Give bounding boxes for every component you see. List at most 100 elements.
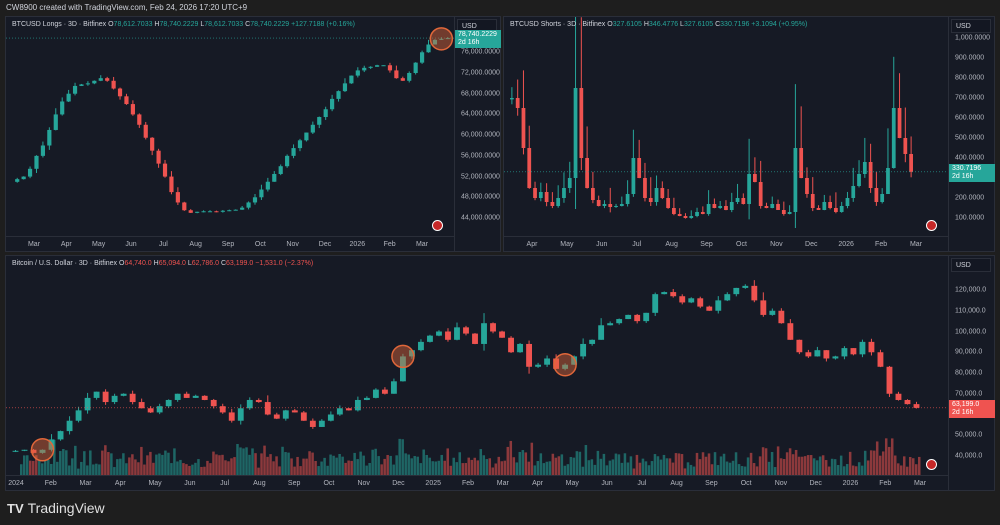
currency-button[interactable]: USD	[951, 19, 991, 33]
candle	[143, 124, 148, 138]
volume-bar	[869, 450, 873, 475]
volume-bar	[452, 457, 455, 475]
volume-bar	[677, 453, 681, 475]
volume-bar	[356, 459, 359, 475]
candle	[285, 155, 290, 167]
volume-bar	[89, 450, 92, 475]
volume-bar	[653, 454, 657, 475]
volume-bar	[221, 454, 224, 475]
time-axis[interactable]: Apr May Jun Jul Aug Sep Oct Nov Dec 2026 Feb Mar	[504, 236, 948, 251]
volume-bar	[752, 463, 756, 475]
candles-plot[interactable]	[6, 256, 948, 475]
candle	[598, 325, 605, 340]
price-axis[interactable]: USD 120,000.0 110,000.0 100,000.0 90,000.0 80…	[948, 256, 995, 490]
time-tick: Nov	[774, 480, 788, 487]
volume-bar	[335, 457, 338, 475]
candle	[778, 310, 785, 324]
us-flag-event-icon[interactable]	[926, 220, 937, 231]
time-tick: Feb	[461, 480, 475, 487]
candle	[138, 402, 145, 409]
candle	[47, 129, 52, 146]
price-tick: 72,000.0000	[461, 69, 500, 77]
candle	[237, 408, 244, 421]
volume-bar	[338, 453, 341, 475]
candle	[715, 300, 722, 311]
symbol-title[interactable]: BTCUSD Longs · 3D · Bitfinex	[12, 21, 109, 28]
tv-logo-icon: TV	[7, 500, 24, 516]
bar-countdown: 2d 16h	[952, 172, 974, 180]
volume-bar	[233, 457, 236, 475]
candle	[868, 341, 875, 353]
volume-bar	[734, 452, 738, 475]
volume-bar	[83, 451, 86, 475]
candle	[156, 406, 163, 413]
candle	[362, 67, 367, 71]
candle	[300, 412, 307, 421]
volume-bar	[68, 465, 71, 475]
ohlc-label: C	[243, 21, 251, 28]
candles-plot[interactable]	[504, 17, 948, 236]
candle	[323, 109, 328, 118]
candle	[886, 168, 890, 194]
longs-panel[interactable]: BTCUSD Longs · 3D · Bitfinex O78,612.703…	[5, 16, 501, 252]
bar-countdown: 2d 16h	[952, 408, 974, 416]
candle	[796, 339, 803, 353]
tradingview-logo[interactable]: TV TradingView	[7, 500, 105, 516]
candle	[741, 198, 746, 204]
ohlc-label: L	[185, 260, 192, 267]
candle	[608, 204, 613, 207]
highlight-circle	[30, 438, 55, 462]
volume-bar	[551, 453, 555, 475]
ohlc-c: 78,740.2229	[250, 21, 290, 28]
ohlc-l: 78,612.7033	[204, 21, 244, 28]
ohlc-chg: +3.1094 (+0.95%)	[749, 21, 808, 28]
candles-plot[interactable]	[6, 17, 454, 236]
volume-bar	[650, 461, 654, 475]
volume-bar	[143, 464, 146, 475]
volume-bar	[86, 465, 89, 475]
volume-bar	[590, 459, 594, 475]
candle	[816, 208, 821, 210]
volume-bar	[896, 463, 900, 475]
price-tick: 600.0000	[955, 114, 985, 122]
candle	[336, 91, 341, 99]
time-tick: Jul	[637, 480, 647, 487]
price-axis[interactable]: USD 76,000.0000 72,000.0000 68,000.0000 64,0…	[454, 17, 501, 251]
ohlc-c: 63,199.0	[226, 260, 254, 267]
candle	[130, 104, 135, 115]
volume-bar	[161, 454, 164, 475]
volume-bar	[785, 452, 789, 475]
currency-button[interactable]: USD	[951, 258, 991, 272]
volume-bar	[344, 462, 347, 475]
volume-bar	[917, 456, 921, 475]
volume-bar	[395, 455, 398, 475]
volume-bar	[578, 451, 582, 475]
time-axis[interactable]: 2024 Feb Mar Apr May Jun Jul Aug Sep Oct Nov Dec 202…	[6, 475, 948, 490]
candle	[481, 323, 487, 344]
volume-bar	[125, 463, 128, 475]
volume-bar	[104, 445, 107, 475]
time-tick: Jul	[220, 480, 230, 487]
volume-bar	[200, 466, 203, 475]
candle	[903, 138, 908, 154]
candle	[79, 84, 84, 86]
time-tick: Aug	[189, 241, 202, 248]
symbol-title[interactable]: Bitcoin / U.S. Dollar · 3D · Bitfinex	[12, 260, 119, 267]
candle	[427, 335, 433, 342]
last-price: 63,199.0	[952, 400, 980, 408]
volume-bar	[605, 465, 609, 475]
volume-bar	[491, 467, 495, 475]
volume-bar	[347, 460, 350, 475]
us-flag-event-icon[interactable]	[926, 459, 937, 470]
btc-panel[interactable]: Bitcoin / U.S. Dollar · 3D · Bitfinex O6…	[5, 255, 995, 491]
us-flag-event-icon[interactable]	[432, 220, 443, 231]
time-tick: Mar	[415, 241, 429, 248]
shorts-panel[interactable]: BTCUSD Shorts · 3D · Bitfinex O327.6105 …	[503, 16, 995, 252]
price-tick: 48,000.0000	[461, 193, 500, 201]
symbol-title[interactable]: BTCUSD Shorts · 3D · Bitfinex	[510, 21, 608, 28]
volume-bar	[728, 462, 732, 475]
time-axis[interactable]: Mar Apr May Jun Jul Aug Sep Oct Nov Dec 2026 Feb Mar	[6, 236, 454, 251]
symbol-legend: BTCUSD Shorts · 3D · Bitfinex O327.6105 …	[510, 21, 807, 28]
price-axis[interactable]: USD 1,000.0000 900.0000 800.0000 700.0000 600…	[948, 17, 995, 251]
volume-bar	[500, 461, 504, 475]
